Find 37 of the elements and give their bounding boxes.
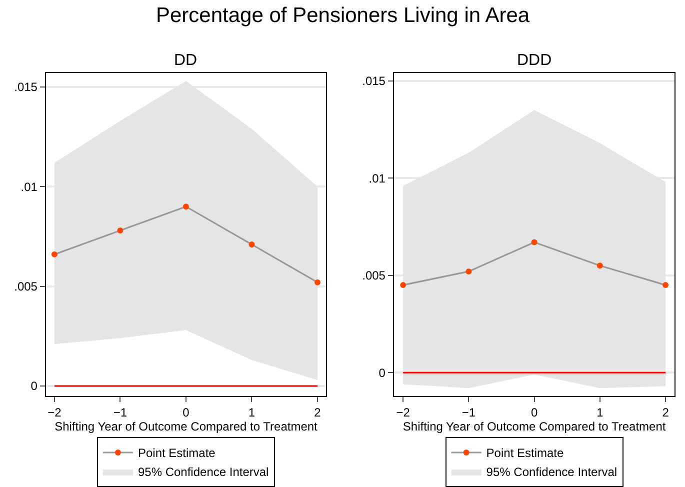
y-tick-label: .015: [14, 80, 38, 94]
chart-title: DD: [174, 52, 198, 69]
x-tick-label: 1: [248, 405, 256, 420]
point: [51, 251, 58, 258]
point: [400, 282, 406, 288]
point: [531, 239, 538, 246]
x-tick-label: −2: [48, 405, 62, 420]
point: [182, 204, 189, 210]
y-tick-label: 0: [378, 366, 386, 380]
x-tick-label: 0: [182, 405, 190, 420]
x-tick-label: 2: [314, 405, 322, 420]
legend-label: 95% Confidence Interval: [138, 465, 269, 480]
x-tick-label: −1: [113, 405, 128, 420]
y-tick-label: .01: [368, 171, 386, 186]
point: [117, 228, 124, 234]
y-tick-label: .015: [362, 74, 386, 88]
point: [314, 279, 321, 286]
y-tick-label: .005: [14, 280, 38, 294]
y-tick-label: .005: [362, 268, 386, 283]
point: [596, 262, 603, 269]
chart-title: DDD: [517, 52, 552, 69]
legend-label: Point Estimate: [486, 446, 564, 460]
x-tick-label: −2: [396, 405, 410, 420]
point: [662, 282, 669, 288]
legend-label: 95% Confidence Interval: [486, 465, 618, 480]
legend-label: Point Estimate: [138, 446, 216, 460]
x-tick-label: −1: [462, 405, 476, 420]
x-tick-label: 1: [596, 405, 604, 420]
y-tick-label: 0: [30, 379, 38, 394]
point: [248, 241, 255, 248]
x-axis-title: Shifting Year of Outcome Compared to Treatment: [54, 419, 318, 434]
x-tick-label: 2: [662, 405, 670, 420]
point: [466, 268, 472, 274]
x-tick-label: 0: [530, 405, 538, 420]
x-axis-title: Shifting Year of Outcome Compared to Treatment: [402, 419, 666, 434]
y-tick-label: .01: [20, 180, 38, 194]
text: Percentage of Pensioners Living in Area: [156, 4, 530, 27]
